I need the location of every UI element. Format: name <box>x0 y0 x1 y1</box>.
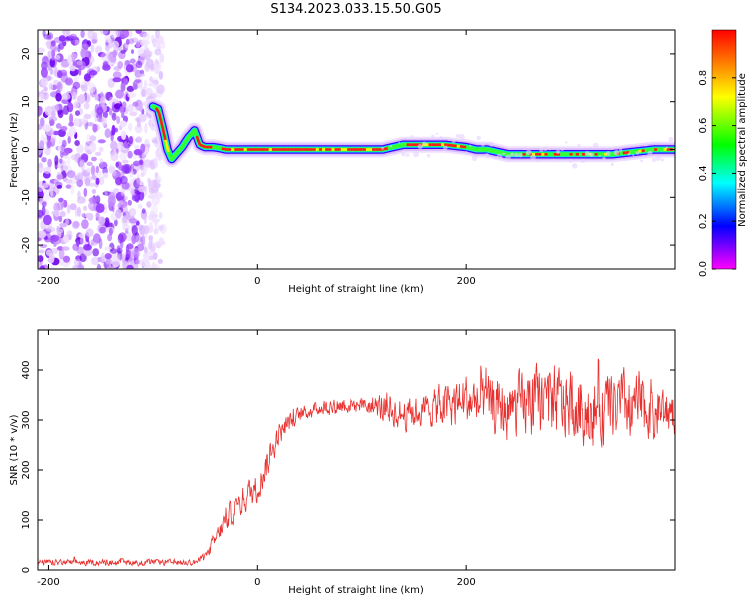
snr-series-line <box>38 358 675 568</box>
spectrogram-noise-region <box>38 30 167 269</box>
spectrogram-panel: -200 0 200 -20 -10 0 10 20 Height of straight l… <box>9 29 676 295</box>
snr-x-tick-label: -200 <box>37 577 60 588</box>
colorbar-label: Normalized spectral amplitude <box>737 73 748 227</box>
colorbar: 0.0 0.2 0.4 0.6 0.8 Normalized spectral ampl… <box>698 29 748 277</box>
colorbar-tick-label: 0.8 <box>698 70 709 86</box>
snr-y-tick-label: 300 <box>21 410 32 429</box>
spectrogram-y-axis-title: Frequency (Hz) <box>9 112 20 188</box>
spectrogram-y-tick-label: 10 <box>21 95 32 108</box>
spectrogram-x-tick-label: -200 <box>37 276 60 287</box>
spectrogram-y-tick-label: 20 <box>21 48 32 61</box>
snr-panel: -200 0 200 0 100 200 300 400 Height of straight… <box>9 329 676 596</box>
colorbar-ticks: 0.0 0.2 0.4 0.6 0.8 <box>698 70 736 277</box>
snr-y-tick-label: 400 <box>21 360 32 379</box>
snr-x-axis-title: Height of straight line (km) <box>288 585 424 596</box>
snr-plot-area <box>38 358 675 568</box>
spectrogram-y-tick-label: -20 <box>21 237 32 253</box>
colorbar-tick-label: 0.4 <box>698 165 709 181</box>
snr-axes: -200 0 200 0 100 200 300 400 <box>21 330 675 588</box>
spectrogram-y-tick-label: -10 <box>21 189 32 205</box>
spectrogram-ridge <box>144 98 675 169</box>
figure-title: S134.2023.033.15.50.G05 <box>270 2 441 17</box>
snr-y-tick-label: 0 <box>21 567 32 573</box>
spectrogram-axes: -200 0 200 -20 -10 0 10 20 <box>21 30 675 287</box>
colorbar-tick-label: 0.0 <box>698 261 709 277</box>
colorbar-gradient <box>711 29 737 270</box>
snr-y-axis-title: SNR (10 * v/v) <box>9 414 20 485</box>
spectrogram-x-tick-label: 0 <box>254 276 260 287</box>
snr-frame <box>37 329 676 571</box>
snr-y-tick-label: 200 <box>21 460 32 479</box>
spectrogram-x-axis-title: Height of straight line (km) <box>288 284 424 295</box>
colorbar-tick-label: 0.2 <box>698 213 709 229</box>
spectrogram-y-tick-label: 0 <box>21 146 32 152</box>
colorbar-tick-label: 0.6 <box>698 118 709 134</box>
spectrogram-plot-area <box>38 30 675 269</box>
spectrogram-x-tick-label: 200 <box>457 276 476 287</box>
snr-y-tick-label: 100 <box>21 510 32 529</box>
snr-x-tick-label: 200 <box>457 577 476 588</box>
snr-x-tick-label: 0 <box>254 577 260 588</box>
